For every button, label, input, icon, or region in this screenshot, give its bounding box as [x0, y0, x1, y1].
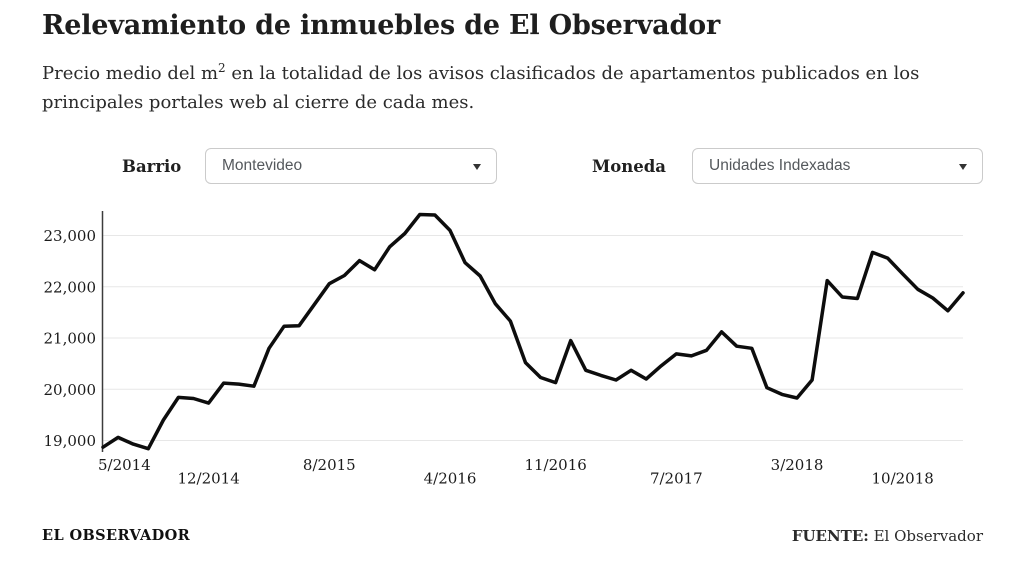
x-tick-label: 7/2017: [650, 470, 703, 488]
barrio-select-value: Montevideo: [222, 157, 303, 174]
x-tick-label: 11/2016: [524, 456, 586, 474]
x-tick-label: 8/2015: [303, 456, 356, 474]
brand-logo: EL OBSERVADOR: [42, 527, 191, 544]
moneda-select[interactable]: Unidades Indexadas: [692, 148, 983, 184]
x-tick-label: 5/2014: [98, 456, 151, 474]
price-series-line: [101, 212, 965, 451]
moneda-label: Moneda: [592, 157, 666, 176]
subtitle-text-rest: en la totalidad de los avisos clasificad…: [42, 63, 920, 113]
chevron-down-icon: [959, 164, 967, 170]
price-line-chart: 19,000 20,000 21,000 22,000 23,000 5/2014 12/2…: [44, 211, 965, 488]
chevron-down-icon: [473, 164, 481, 170]
y-tick-label: 23,000: [44, 227, 97, 245]
barrio-label: Barrio: [122, 157, 182, 176]
y-tick-label: 19,000: [44, 432, 97, 450]
source-label: FUENTE:: [791, 527, 869, 545]
source-value: El Observador: [873, 527, 983, 545]
y-tick-label: 20,000: [44, 381, 97, 399]
moneda-select-value: Unidades Indexadas: [709, 157, 851, 174]
barrio-select[interactable]: Montevideo: [205, 148, 497, 184]
subtitle-text: Precio medio del m: [42, 63, 219, 84]
x-tick-label: 10/2018: [871, 470, 933, 488]
x-tick-label: 3/2018: [771, 456, 824, 474]
source-credit: FUENTE: El Observador: [792, 527, 983, 545]
subtitle-superscript: 2: [218, 61, 226, 75]
page-title: Relevamiento de inmuebles de El Observad…: [42, 10, 720, 41]
x-tick-label: 4/2016: [424, 470, 477, 488]
page-subtitle: Precio medio del m2 en la totalidad de l…: [42, 59, 962, 117]
y-tick-label: 21,000: [44, 330, 97, 348]
x-tick-label: 12/2014: [177, 470, 239, 488]
y-tick-label: 22,000: [44, 278, 97, 296]
